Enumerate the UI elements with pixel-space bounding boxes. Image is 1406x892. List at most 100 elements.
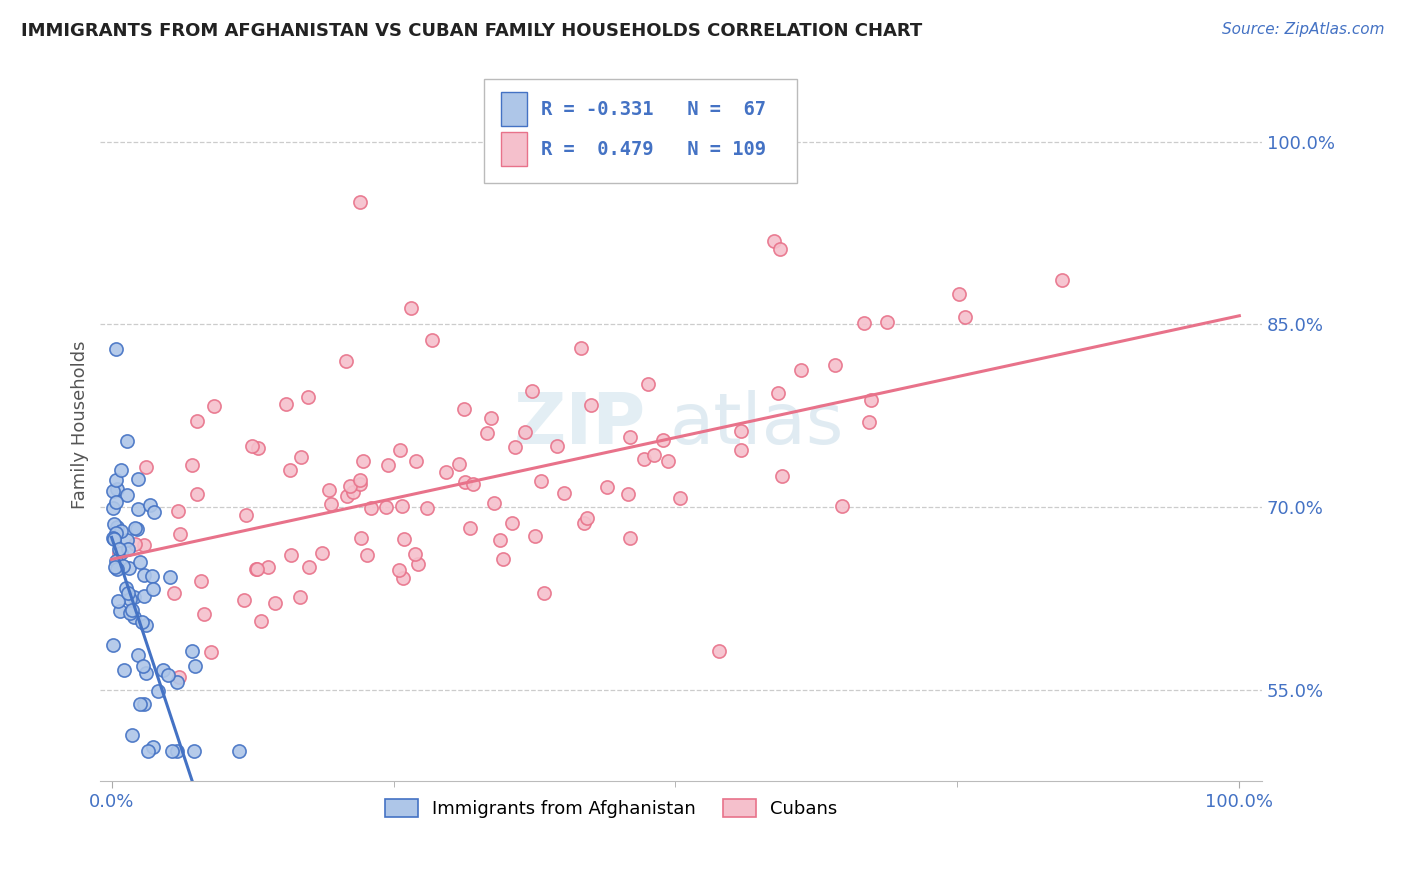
Point xyxy=(522,384,544,398)
Point xyxy=(1050,273,1073,287)
Point xyxy=(132,538,155,552)
Point xyxy=(159,570,181,584)
Point xyxy=(257,559,280,574)
Point xyxy=(104,560,127,574)
Point xyxy=(240,439,263,453)
Point xyxy=(579,398,602,412)
Point xyxy=(129,555,152,569)
Point xyxy=(399,301,422,316)
Point xyxy=(105,342,128,356)
Point xyxy=(617,487,640,501)
Point xyxy=(101,638,124,652)
Point xyxy=(163,586,186,600)
Point xyxy=(233,593,256,607)
Point xyxy=(298,559,321,574)
Point xyxy=(228,743,250,757)
Point xyxy=(637,377,659,392)
Point xyxy=(643,448,665,462)
Point xyxy=(475,425,498,440)
Point xyxy=(652,433,675,447)
Point xyxy=(139,498,162,512)
Point xyxy=(458,521,481,535)
Point xyxy=(416,500,439,515)
Point xyxy=(110,463,132,477)
Point xyxy=(657,453,679,467)
Point xyxy=(392,532,415,546)
Point xyxy=(824,358,846,372)
Point xyxy=(524,529,547,543)
Point xyxy=(108,542,131,557)
Point xyxy=(105,520,128,534)
Point xyxy=(569,341,592,355)
Point xyxy=(360,501,382,516)
Point xyxy=(392,571,415,585)
Point xyxy=(553,486,575,500)
Text: IMMIGRANTS FROM AFGHANISTAN VS CUBAN FAMILY HOUSEHOLDS CORRELATION CHART: IMMIGRANTS FROM AFGHANISTAN VS CUBAN FAM… xyxy=(21,22,922,40)
Point xyxy=(339,479,361,493)
Point xyxy=(127,648,149,662)
Point xyxy=(669,491,692,505)
Point xyxy=(264,596,287,610)
Point xyxy=(405,454,427,468)
Point xyxy=(501,516,523,531)
Point xyxy=(461,476,484,491)
Point xyxy=(131,615,153,630)
Point xyxy=(730,425,752,439)
Bar xyxy=(501,132,527,166)
Point xyxy=(352,454,374,468)
Point xyxy=(117,533,139,547)
Point xyxy=(633,452,655,467)
Point xyxy=(377,458,399,472)
Point xyxy=(101,531,124,545)
Point xyxy=(297,390,319,404)
Point xyxy=(148,684,170,698)
Point xyxy=(118,561,141,575)
Point xyxy=(101,501,124,516)
Point xyxy=(356,548,378,562)
Point xyxy=(488,533,510,548)
Point xyxy=(770,469,793,483)
Point xyxy=(115,581,138,595)
Point xyxy=(200,645,222,659)
Point xyxy=(948,286,970,301)
Point xyxy=(105,482,128,496)
Point xyxy=(513,425,536,439)
Point xyxy=(278,463,301,477)
Text: ZIP: ZIP xyxy=(515,391,647,459)
Point xyxy=(110,545,132,559)
Point xyxy=(619,430,641,444)
Point xyxy=(127,472,149,486)
Point xyxy=(136,743,159,757)
Point xyxy=(576,511,599,525)
Point xyxy=(374,500,396,514)
Point xyxy=(190,574,212,589)
Point xyxy=(121,728,143,742)
Point xyxy=(112,663,135,677)
Point xyxy=(104,473,127,487)
Point xyxy=(105,494,128,508)
Point xyxy=(117,585,139,599)
Text: R =  0.479   N = 109: R = 0.479 N = 109 xyxy=(540,139,766,159)
Point xyxy=(349,476,371,491)
Point xyxy=(166,674,188,689)
Point xyxy=(342,485,364,500)
Point xyxy=(876,315,898,329)
Point xyxy=(107,593,129,607)
Point xyxy=(115,488,138,502)
Point xyxy=(103,533,125,547)
Point xyxy=(122,610,145,624)
Point xyxy=(166,504,188,518)
Point xyxy=(132,568,155,582)
Point xyxy=(335,354,357,368)
Point xyxy=(112,558,135,573)
Point xyxy=(193,607,215,622)
Y-axis label: Family Households: Family Households xyxy=(72,341,89,509)
Point xyxy=(246,562,269,576)
Point xyxy=(186,414,208,428)
Point xyxy=(235,508,257,522)
Point xyxy=(124,521,146,535)
Point xyxy=(769,242,792,256)
Point xyxy=(186,487,208,501)
Point xyxy=(120,606,142,620)
Point xyxy=(124,537,146,551)
